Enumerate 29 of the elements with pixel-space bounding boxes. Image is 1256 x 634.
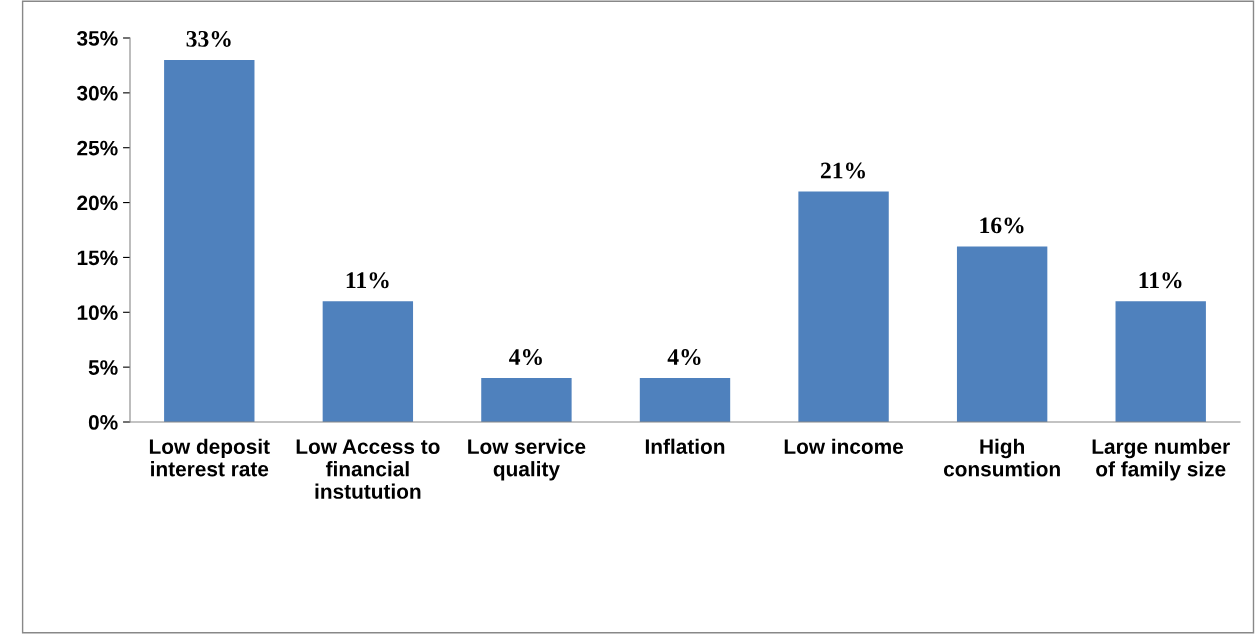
x-tick-label: Low deposit interest rate (149, 438, 270, 477)
x-tick-label: Low income (784, 438, 904, 454)
bar (798, 191, 889, 422)
x-tick-label: Low service quality (468, 438, 586, 481)
data-label: 11% (346, 272, 389, 289)
y-tick-label: 20% (77, 195, 118, 211)
data-label: 4% (509, 349, 542, 366)
bar (956, 246, 1048, 422)
data-label: 16% (980, 217, 1024, 234)
bar (164, 59, 255, 422)
x-tick-label: Large number of family size (1092, 438, 1230, 481)
data-label: 21% (820, 162, 865, 179)
data-label: 33% (186, 30, 231, 47)
y-tick-label: 25% (77, 140, 118, 156)
y-tick-label: 5% (88, 360, 118, 375)
bar (322, 301, 414, 422)
data-label: 11% (1139, 272, 1182, 289)
bar (639, 378, 731, 422)
bar (481, 378, 572, 422)
x-tick-label: High consumtion (943, 438, 1060, 477)
y-tick-label: 10% (77, 305, 118, 321)
bar (1115, 301, 1206, 422)
y-tick-label: 35% (76, 31, 118, 46)
x-tick-label: Inflation (645, 438, 725, 454)
data-label: 4% (667, 349, 701, 366)
y-tick-label: 15% (77, 250, 118, 266)
y-tick-label: 0% (88, 415, 118, 430)
y-tick-label: 30% (76, 85, 118, 101)
x-tick-label: Low Access to financial instutution (296, 439, 440, 499)
